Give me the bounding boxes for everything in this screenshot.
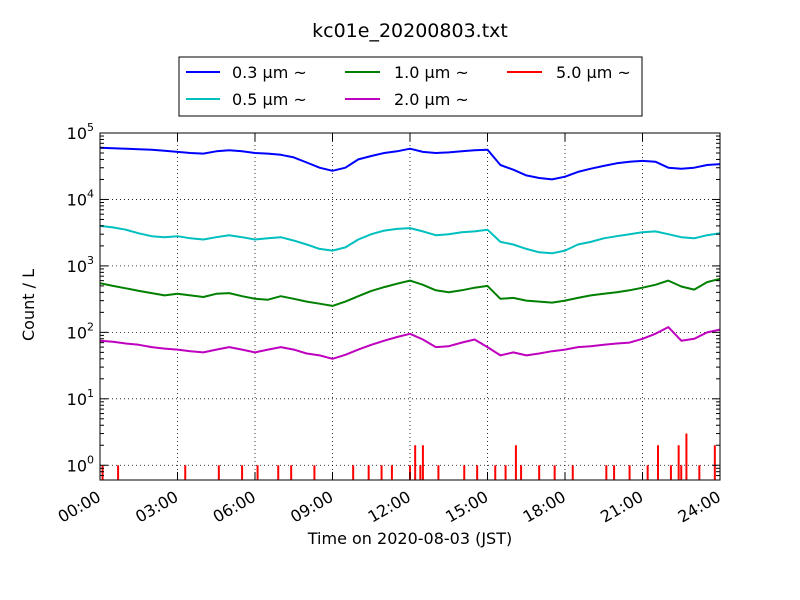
x-tick-label: 15:00 <box>442 487 491 527</box>
legend-box <box>178 56 643 117</box>
x-tick-label: 21:00 <box>597 487 646 527</box>
y-tick-label: 104 <box>67 187 94 209</box>
x-tick-label: 24:00 <box>675 487 724 527</box>
series-layer <box>99 146 721 360</box>
y-tick-label: 102 <box>67 320 94 342</box>
x-axis-label: Time on 2020-08-03 (JST) <box>307 529 512 548</box>
legend-label-2-0um: 2.0 μm ~ <box>394 90 469 109</box>
x-tick-label: 06:00 <box>210 487 259 527</box>
y-tick-label: 105 <box>67 121 94 143</box>
x-tick-label: 09:00 <box>287 487 336 527</box>
y-tick-label: 100 <box>67 453 94 475</box>
y-tick-label: 103 <box>67 254 94 276</box>
legend-label-0-3um: 0.3 μm ~ <box>232 63 307 82</box>
grid <box>99 132 721 480</box>
spike-layer <box>101 433 716 480</box>
x-tick-labels: 00:00 03:00 06:00 09:00 12:00 15:00 18:00 21:00… <box>55 487 724 527</box>
ticks <box>99 132 721 481</box>
y-tick-labels: 100 101 102 103 104 105 <box>67 121 94 475</box>
legend-label-0-5um: 0.5 μm ~ <box>232 90 307 109</box>
x-tick-label: 00:00 <box>55 487 104 527</box>
series-line-3 <box>99 326 721 360</box>
x-tick-label: 18:00 <box>520 487 569 527</box>
y-tick-label: 101 <box>67 387 94 409</box>
legend-label-1-0um: 1.0 μm ~ <box>394 63 469 82</box>
y-axis-label: Count / L <box>19 269 38 341</box>
legend: 0.3 μm ~ 0.5 μm ~ 1.0 μm ~ 2.0 μm ~ 5.0 … <box>178 56 643 117</box>
legend-label-5-0um: 5.0 μm ~ <box>556 63 631 82</box>
x-tick-label: 03:00 <box>132 487 181 527</box>
chart-title: kc01e_20200803.txt <box>312 20 508 42</box>
series-line-0 <box>99 146 721 181</box>
x-tick-label: 12:00 <box>365 487 414 527</box>
